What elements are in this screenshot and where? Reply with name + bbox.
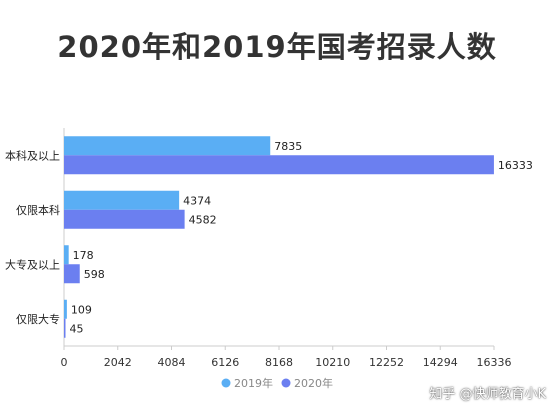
x-tick-label: 10210	[315, 356, 350, 369]
legend: 2019年 2020年	[221, 376, 333, 390]
category-label: 本科及以上	[5, 148, 60, 162]
legend-label: 2019年	[234, 376, 273, 390]
legend-marker	[221, 378, 231, 388]
x-tick-label: 6126	[211, 356, 239, 369]
data-label: 4374	[183, 194, 211, 207]
bar-2020年	[64, 318, 66, 338]
category-label: 大专及以上	[5, 257, 60, 271]
bar-2019年	[64, 136, 271, 156]
data-label: 45	[70, 322, 84, 335]
x-tick-label: 2042	[104, 356, 132, 369]
x-tick-label: 8168	[265, 356, 293, 369]
x-tick-label: 4084	[158, 356, 186, 369]
x-tick-label: 16336	[477, 356, 512, 369]
chart-title: 2020年和2019年国考招录人数	[57, 30, 497, 64]
category-label: 仅限大专	[16, 312, 60, 326]
data-label: 4582	[189, 213, 217, 226]
legend-label: 2020年	[294, 376, 333, 390]
x-tick-label: 12252	[369, 356, 404, 369]
category-label: 仅限本科	[16, 203, 60, 217]
bar-2019年	[64, 190, 180, 210]
plot-area: 0 2042 4084 6126 8168 10210 12252 14294 16336 本科及…	[5, 128, 533, 369]
bar-2020年	[64, 264, 80, 284]
bar-2019年	[64, 245, 69, 265]
data-label: 109	[71, 303, 92, 316]
bar-2020年	[64, 155, 494, 175]
data-label: 598	[84, 268, 105, 281]
x-tick-label: 14294	[423, 356, 458, 369]
bar-2020年	[64, 209, 185, 229]
legend-marker	[281, 378, 291, 388]
watermark: 知乎 @快师教育小K	[429, 387, 546, 402]
data-label: 178	[73, 249, 94, 262]
x-tick-label: 0	[61, 356, 68, 369]
data-label: 16333	[498, 159, 533, 172]
data-label: 7835	[274, 140, 302, 153]
bar-2019年	[64, 299, 67, 319]
